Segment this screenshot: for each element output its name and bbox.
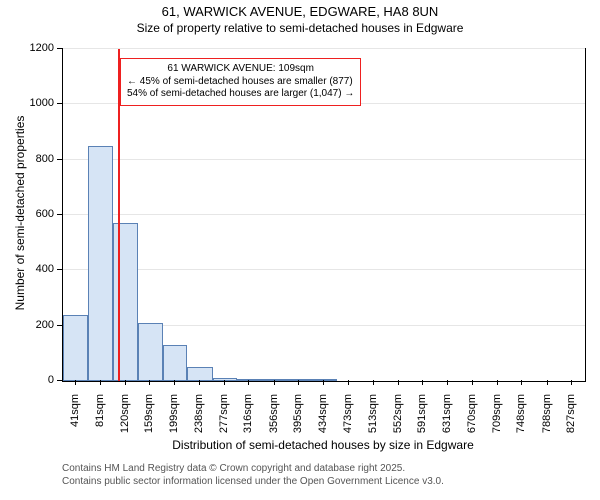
x-tick-label: 277sqm: [218, 394, 230, 444]
y-tick-label: 0: [0, 374, 54, 386]
x-tick-mark: [125, 380, 126, 385]
x-tick-mark: [323, 380, 324, 385]
x-tick-mark: [199, 380, 200, 385]
x-tick-mark: [472, 380, 473, 385]
histogram-bar: [63, 315, 88, 381]
x-tick-label: 552sqm: [392, 394, 404, 444]
x-tick-label: 591sqm: [416, 394, 428, 444]
x-tick-label: 238sqm: [193, 394, 205, 444]
x-tick-label: 473sqm: [342, 394, 354, 444]
y-tick-label: 200: [0, 319, 54, 331]
x-tick-label: 788sqm: [541, 394, 553, 444]
chart-title: 61, WARWICK AVENUE, EDGWARE, HA8 8UN Siz…: [0, 4, 600, 36]
x-tick-mark: [149, 380, 150, 385]
histogram-bar: [187, 367, 212, 381]
grid-line: [63, 269, 585, 270]
histogram-bar: [237, 379, 262, 381]
x-tick-label: 356sqm: [268, 394, 280, 444]
x-tick-label: 670sqm: [466, 394, 478, 444]
y-tick-mark: [57, 214, 62, 215]
x-tick-mark: [298, 380, 299, 385]
footer-line-1: Contains HM Land Registry data © Crown c…: [62, 462, 444, 475]
y-tick-mark: [57, 269, 62, 270]
chart-container: 61, WARWICK AVENUE, EDGWARE, HA8 8UN Siz…: [0, 0, 600, 500]
x-tick-mark: [571, 380, 572, 385]
histogram-bar: [88, 146, 113, 381]
y-tick-label: 600: [0, 208, 54, 220]
y-tick-label: 800: [0, 153, 54, 165]
y-tick-label: 1200: [0, 42, 54, 54]
x-tick-mark: [497, 380, 498, 385]
x-tick-label: 41sqm: [69, 394, 81, 444]
x-tick-mark: [398, 380, 399, 385]
x-tick-mark: [373, 380, 374, 385]
y-tick-mark: [57, 103, 62, 104]
y-tick-label: 1000: [0, 97, 54, 109]
x-tick-label: 513sqm: [367, 394, 379, 444]
x-tick-mark: [447, 380, 448, 385]
x-tick-mark: [521, 380, 522, 385]
histogram-bar: [138, 323, 163, 381]
title-line-1: 61, WARWICK AVENUE, EDGWARE, HA8 8UN: [0, 4, 600, 21]
annotation-line-2: ← 45% of semi-detached houses are smalle…: [127, 76, 354, 89]
x-tick-mark: [100, 380, 101, 385]
y-tick-label: 400: [0, 263, 54, 275]
title-line-2: Size of property relative to semi-detach…: [0, 21, 600, 37]
x-tick-label: 316sqm: [242, 394, 254, 444]
annotation-box: 61 WARWICK AVENUE: 109sqm ← 45% of semi-…: [120, 58, 361, 106]
y-tick-mark: [57, 380, 62, 381]
x-tick-label: 159sqm: [143, 394, 155, 444]
histogram-bar: [213, 378, 238, 381]
x-tick-label: 120sqm: [119, 394, 131, 444]
x-tick-label: 395sqm: [292, 394, 304, 444]
x-tick-mark: [75, 380, 76, 385]
histogram-bar: [287, 379, 312, 381]
x-tick-mark: [248, 380, 249, 385]
x-tick-label: 748sqm: [515, 394, 527, 444]
grid-line: [63, 48, 585, 49]
y-tick-mark: [57, 325, 62, 326]
footer-line-2: Contains public sector information licen…: [62, 475, 444, 488]
x-tick-label: 709sqm: [491, 394, 503, 444]
x-tick-label: 827sqm: [565, 394, 577, 444]
x-tick-mark: [422, 380, 423, 385]
annotation-line-1: 61 WARWICK AVENUE: 109sqm: [127, 63, 354, 76]
x-tick-mark: [274, 380, 275, 385]
y-tick-mark: [57, 48, 62, 49]
x-tick-label: 81sqm: [94, 394, 106, 444]
grid-line: [63, 214, 585, 215]
histogram-bar: [312, 379, 337, 381]
annotation-line-3: 54% of semi-detached houses are larger (…: [127, 88, 354, 101]
footer: Contains HM Land Registry data © Crown c…: [62, 462, 444, 488]
x-tick-label: 199sqm: [168, 394, 180, 444]
x-tick-mark: [224, 380, 225, 385]
y-tick-mark: [57, 159, 62, 160]
grid-line: [63, 159, 585, 160]
x-tick-mark: [174, 380, 175, 385]
x-tick-label: 631sqm: [441, 394, 453, 444]
histogram-bar: [163, 345, 188, 381]
x-tick-label: 434sqm: [317, 394, 329, 444]
x-tick-mark: [547, 380, 548, 385]
x-tick-mark: [348, 380, 349, 385]
